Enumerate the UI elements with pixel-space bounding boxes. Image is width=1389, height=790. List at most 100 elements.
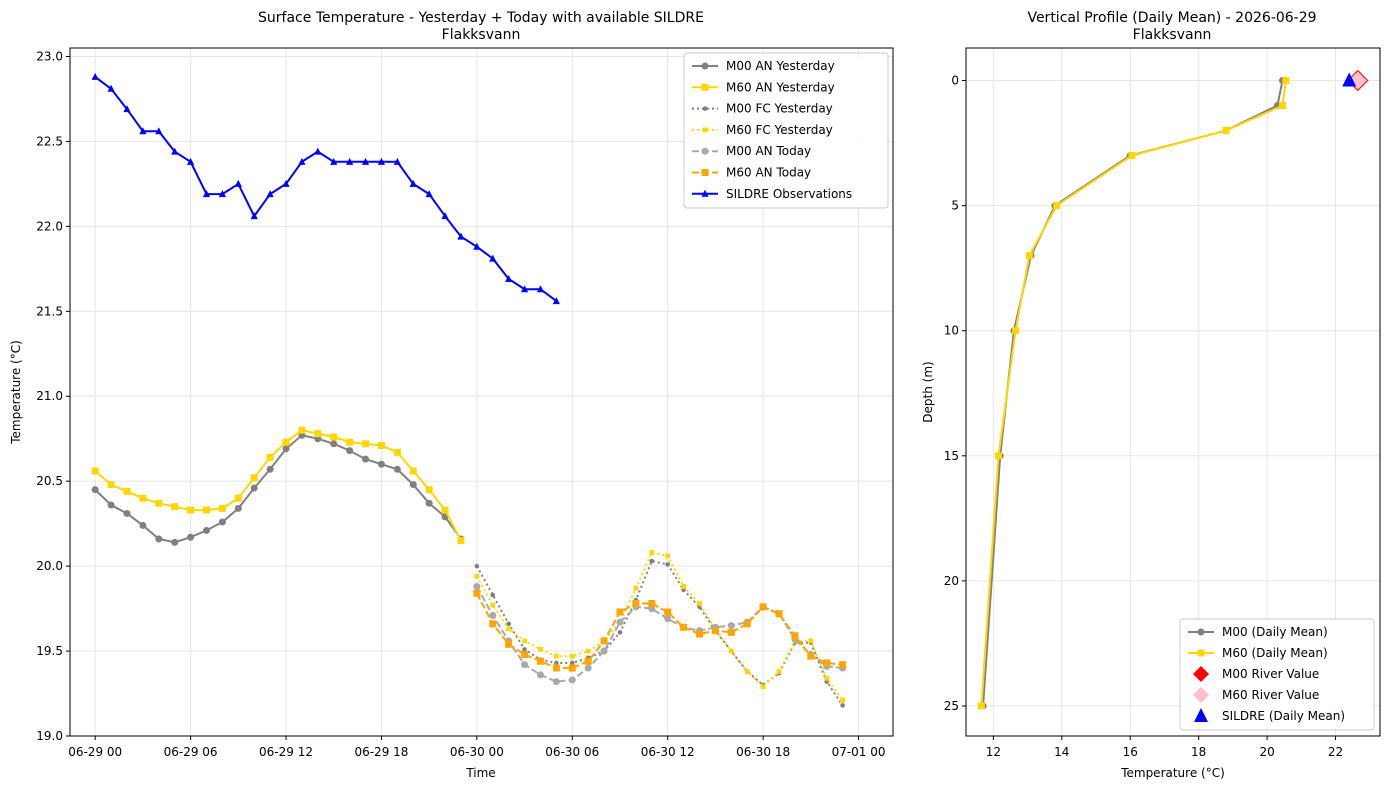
right-legend-marker <box>1197 628 1205 636</box>
right-series-point <box>1012 327 1020 335</box>
left-series-point <box>506 626 512 632</box>
left-plot-frame <box>69 47 894 737</box>
left-series-point <box>362 455 370 463</box>
left-series-point <box>361 157 370 165</box>
left-x-ticks: 06-29 00 06-29 06 06-29 12 06-29 18 06-30 00… <box>68 736 886 759</box>
vertical-profile-chart: Vertical Profile (Daily Mean) - 2026-06-… <box>921 10 1381 780</box>
left-y-axis-label: Temperature (°C) <box>9 340 23 445</box>
left-series-point <box>409 481 417 489</box>
left-series-point <box>807 652 815 660</box>
right-series-point <box>1342 72 1357 87</box>
left-series-5 <box>473 589 847 672</box>
right-x-tick-label: 22 <box>1328 745 1343 759</box>
left-series-point <box>791 632 799 640</box>
left-x-tick-label: 06-29 06 <box>164 745 218 759</box>
left-series-point <box>649 558 655 564</box>
left-series-1 <box>91 426 465 545</box>
right-legend-label: M00 River Value <box>1222 667 1319 681</box>
right-legend-marker <box>1197 649 1205 657</box>
left-x-tick-label: 06-30 06 <box>545 745 599 759</box>
right-series-point <box>977 702 985 710</box>
right-series-point <box>1025 252 1033 260</box>
left-series-point <box>107 501 115 509</box>
left-series-4 <box>473 583 847 686</box>
left-legend-label: M60 AN Today <box>726 166 811 180</box>
left-series-point <box>760 684 766 690</box>
left-series-point <box>346 157 354 165</box>
left-series-point <box>250 212 258 220</box>
left-series-3 <box>474 550 846 703</box>
right-series-1 <box>977 77 1290 710</box>
left-legend-marker <box>701 83 709 91</box>
left-series-line <box>476 551 844 701</box>
left-y-tick-label: 20.0 <box>36 559 63 573</box>
left-series-line <box>476 586 843 683</box>
left-y-tick-label: 20.5 <box>36 474 63 488</box>
right-y-ticks: 0 5 10 15 20 25 <box>944 74 966 713</box>
left-series-point <box>250 474 258 482</box>
right-series-point <box>1282 77 1290 85</box>
left-x-tick-label: 06-30 18 <box>736 745 790 759</box>
left-series-point <box>585 648 591 654</box>
right-series-point <box>1278 102 1286 110</box>
left-series-point <box>743 620 751 628</box>
left-y-tick-label: 21.5 <box>36 304 63 318</box>
left-series-point <box>314 430 322 438</box>
left-legend-label: M00 AN Today <box>726 144 811 158</box>
left-series-point <box>490 592 496 598</box>
left-series-point <box>425 190 433 198</box>
left-series-point <box>362 440 370 448</box>
left-series-point <box>171 147 179 155</box>
left-series-point <box>554 660 559 666</box>
left-series-point <box>441 212 449 220</box>
right-x-axis-label: Temperature (°C) <box>1120 766 1225 780</box>
left-series-point <box>568 664 576 672</box>
left-series-point <box>123 509 131 517</box>
left-series-point <box>377 460 385 468</box>
left-series-point <box>330 440 338 448</box>
left-series-point <box>536 671 544 679</box>
left-x-tick-label: 06-30 00 <box>450 745 504 759</box>
right-series-point <box>1222 127 1230 135</box>
left-series-point <box>474 563 480 569</box>
left-series-point <box>266 465 274 473</box>
left-series-point <box>489 611 497 619</box>
left-series-line <box>94 434 462 544</box>
left-series-point <box>727 628 735 636</box>
left-series-layer <box>91 72 847 708</box>
left-legend-label: M00 FC Yesterday <box>726 102 833 116</box>
right-legend-label: M00 (Daily Mean) <box>1222 625 1328 639</box>
right-y-tick-label: 25 <box>944 699 959 713</box>
left-series-point <box>187 533 195 541</box>
left-series-point <box>91 467 99 475</box>
right-x-tick-label: 12 <box>986 745 1001 759</box>
left-series-point <box>266 190 274 198</box>
right-x-tick-label: 14 <box>1054 745 1069 759</box>
left-series-point <box>552 678 560 686</box>
left-series-point <box>218 504 226 512</box>
left-series-point <box>506 621 511 627</box>
left-series-point <box>505 275 513 283</box>
right-legend: M00 (Daily Mean) M60 (Daily Mean) M00 Rive… <box>1179 618 1375 731</box>
left-series-point <box>218 190 227 198</box>
left-series-point <box>202 190 211 198</box>
left-series-point <box>521 650 529 658</box>
right-series-4 <box>1342 72 1357 87</box>
left-series-point <box>505 640 513 648</box>
right-legend-marker <box>1194 708 1208 722</box>
right-legend-marker <box>1193 666 1209 682</box>
right-series-point <box>1128 152 1136 160</box>
left-x-tick-label: 06-29 12 <box>259 745 313 759</box>
right-series-layer <box>977 69 1369 710</box>
left-series-line <box>94 429 462 542</box>
left-series-point <box>696 630 704 638</box>
left-y-tick-label: 19.0 <box>36 729 63 743</box>
left-series-point <box>441 506 449 514</box>
left-series-point <box>457 232 465 240</box>
left-series-point <box>266 453 274 461</box>
left-series-point <box>298 426 306 434</box>
left-series-point <box>314 147 322 155</box>
left-series-point <box>203 506 211 514</box>
left-series-point <box>473 583 481 591</box>
left-chart-title: Surface Temperature - Yesterday + Today … <box>258 10 704 26</box>
